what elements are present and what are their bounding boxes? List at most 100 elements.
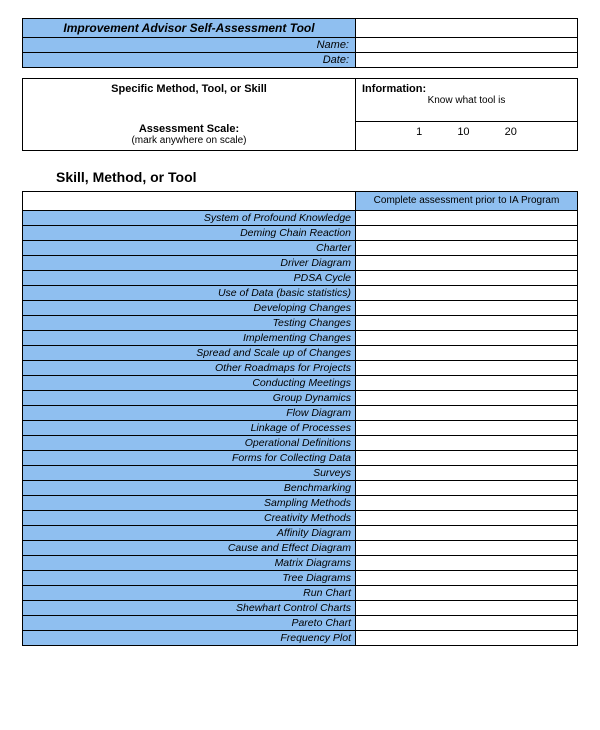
scale-val-20: 20 bbox=[505, 126, 517, 138]
skill-label: Shewhart Control Charts bbox=[23, 600, 356, 615]
assessment-cell[interactable] bbox=[356, 210, 578, 225]
spec-right-cell: Information: Know what tool is bbox=[356, 79, 578, 122]
skill-label: Developing Changes bbox=[23, 300, 356, 315]
assessment-cell[interactable] bbox=[356, 285, 578, 300]
skill-label: Spread and Scale up of Changes bbox=[23, 345, 356, 360]
assessment-cell[interactable] bbox=[356, 330, 578, 345]
table-row: Use of Data (basic statistics) bbox=[23, 285, 578, 300]
spec-table: Specific Method, Tool, or Skill Assessme… bbox=[22, 78, 578, 151]
spec-left-cell: Specific Method, Tool, or Skill Assessme… bbox=[23, 79, 356, 151]
skill-label: Run Chart bbox=[23, 585, 356, 600]
assessment-cell[interactable] bbox=[356, 525, 578, 540]
assessment-cell[interactable] bbox=[356, 270, 578, 285]
skill-label: PDSA Cycle bbox=[23, 270, 356, 285]
table-row: Run Chart bbox=[23, 585, 578, 600]
tool-title: Improvement Advisor Self-Assessment Tool bbox=[23, 19, 356, 38]
assessment-cell[interactable] bbox=[356, 600, 578, 615]
assessment-cell[interactable] bbox=[356, 480, 578, 495]
skill-label: Surveys bbox=[23, 465, 356, 480]
assessment-cell[interactable] bbox=[356, 420, 578, 435]
table-row: Developing Changes bbox=[23, 300, 578, 315]
assessment-cell[interactable] bbox=[356, 540, 578, 555]
table-row: Surveys bbox=[23, 465, 578, 480]
assessment-cell[interactable] bbox=[356, 360, 578, 375]
skill-label: Pareto Chart bbox=[23, 615, 356, 630]
table-row: Forms for Collecting Data bbox=[23, 450, 578, 465]
table-row: Benchmarking bbox=[23, 480, 578, 495]
skill-label: Sampling Methods bbox=[23, 495, 356, 510]
assessment-cell[interactable] bbox=[356, 390, 578, 405]
skill-label: Forms for Collecting Data bbox=[23, 450, 356, 465]
skill-label: Benchmarking bbox=[23, 480, 356, 495]
table-row: Driver Diagram bbox=[23, 255, 578, 270]
assessment-cell[interactable] bbox=[356, 570, 578, 585]
skills-table: Complete assessment prior to IA Program … bbox=[22, 191, 578, 646]
scale-val-1: 1 bbox=[416, 126, 422, 138]
skill-label: Flow Diagram bbox=[23, 405, 356, 420]
assessment-cell[interactable] bbox=[356, 555, 578, 570]
assessment-cell[interactable] bbox=[356, 240, 578, 255]
assessment-cell[interactable] bbox=[356, 615, 578, 630]
skill-label: Use of Data (basic statistics) bbox=[23, 285, 356, 300]
skill-label: Creativity Methods bbox=[23, 510, 356, 525]
table-row: Creativity Methods bbox=[23, 510, 578, 525]
skills-header-right: Complete assessment prior to IA Program bbox=[356, 192, 578, 211]
table-row: Spread and Scale up of Changes bbox=[23, 345, 578, 360]
assessment-cell[interactable] bbox=[356, 585, 578, 600]
skill-label: Affinity Diagram bbox=[23, 525, 356, 540]
assessment-cell[interactable] bbox=[356, 405, 578, 420]
scale-values: 1 10 20 bbox=[356, 122, 578, 151]
table-row: Matrix Diagrams bbox=[23, 555, 578, 570]
table-row: Flow Diagram bbox=[23, 405, 578, 420]
assessment-cell[interactable] bbox=[356, 495, 578, 510]
table-row: Pareto Chart bbox=[23, 615, 578, 630]
assessment-cell[interactable] bbox=[356, 300, 578, 315]
assessment-cell[interactable] bbox=[356, 375, 578, 390]
table-row: Frequency Plot bbox=[23, 630, 578, 645]
skill-label: Operational Definitions bbox=[23, 435, 356, 450]
skill-label: Other Roadmaps for Projects bbox=[23, 360, 356, 375]
table-row: Deming Chain Reaction bbox=[23, 225, 578, 240]
scale-sublabel: (mark anywhere on scale) bbox=[29, 135, 349, 146]
table-row: Tree Diagrams bbox=[23, 570, 578, 585]
skill-label: Tree Diagrams bbox=[23, 570, 356, 585]
table-row: Cause and Effect Diagram bbox=[23, 540, 578, 555]
table-row: Operational Definitions bbox=[23, 435, 578, 450]
table-row: Shewhart Control Charts bbox=[23, 600, 578, 615]
info-sublabel: Know what tool is bbox=[362, 95, 571, 106]
spec-method-label: Specific Method, Tool, or Skill bbox=[29, 83, 349, 95]
skills-header-left bbox=[23, 192, 356, 211]
assessment-cell[interactable] bbox=[356, 315, 578, 330]
table-row: Other Roadmaps for Projects bbox=[23, 360, 578, 375]
table-row: Group Dynamics bbox=[23, 390, 578, 405]
date-field[interactable] bbox=[356, 53, 578, 68]
assessment-cell[interactable] bbox=[356, 255, 578, 270]
table-row: Affinity Diagram bbox=[23, 525, 578, 540]
section-title: Skill, Method, or Tool bbox=[56, 169, 578, 185]
skill-label: Matrix Diagrams bbox=[23, 555, 356, 570]
scale-label: Assessment Scale: bbox=[29, 123, 349, 135]
name-label: Name: bbox=[23, 38, 356, 53]
assessment-cell[interactable] bbox=[356, 225, 578, 240]
table-row: Sampling Methods bbox=[23, 495, 578, 510]
assessment-cell[interactable] bbox=[356, 465, 578, 480]
assessment-cell[interactable] bbox=[356, 510, 578, 525]
table-row: Charter bbox=[23, 240, 578, 255]
name-field[interactable] bbox=[356, 38, 578, 53]
table-row: PDSA Cycle bbox=[23, 270, 578, 285]
assessment-cell[interactable] bbox=[356, 435, 578, 450]
header-table: Improvement Advisor Self-Assessment Tool… bbox=[22, 18, 578, 68]
assessment-cell[interactable] bbox=[356, 345, 578, 360]
assessment-cell[interactable] bbox=[356, 630, 578, 645]
info-label: Information: bbox=[362, 83, 571, 95]
skill-label: Deming Chain Reaction bbox=[23, 225, 356, 240]
skill-label: Implementing Changes bbox=[23, 330, 356, 345]
skill-label: Driver Diagram bbox=[23, 255, 356, 270]
scale-val-10: 10 bbox=[457, 126, 469, 138]
date-label: Date: bbox=[23, 53, 356, 68]
skill-label: Testing Changes bbox=[23, 315, 356, 330]
assessment-cell[interactable] bbox=[356, 450, 578, 465]
skill-label: System of Profound Knowledge bbox=[23, 210, 356, 225]
skill-label: Charter bbox=[23, 240, 356, 255]
table-row: Implementing Changes bbox=[23, 330, 578, 345]
